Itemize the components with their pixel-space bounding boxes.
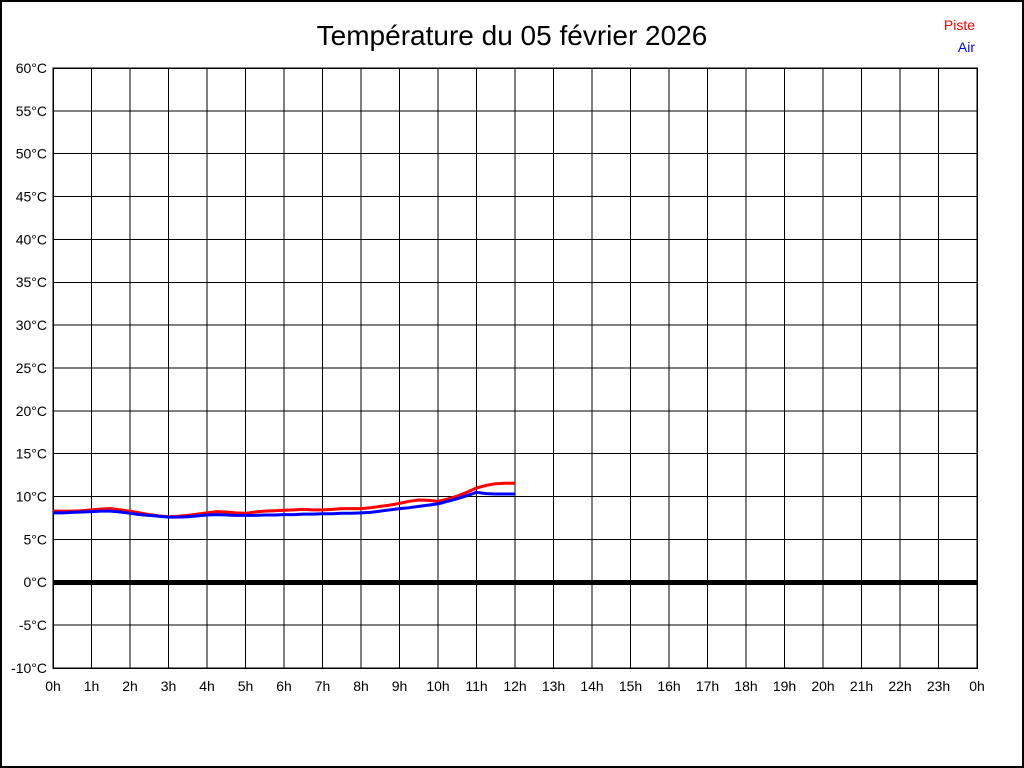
legend-item-piste: Piste: [943, 17, 975, 33]
x-tick-label: 9h: [392, 678, 408, 694]
x-tick-label: 6h: [276, 678, 292, 694]
x-tick-label: 21h: [850, 678, 873, 694]
x-tick-label: 16h: [657, 678, 680, 694]
x-tick-label: 3h: [161, 678, 177, 694]
x-tick-label: 15h: [619, 678, 642, 694]
x-tick-label: 22h: [888, 678, 911, 694]
y-tick-label: 10°C: [16, 488, 47, 504]
x-tick-label: 1h: [84, 678, 100, 694]
plot-frame: [52, 67, 978, 669]
x-tick-label: 2h: [122, 678, 138, 694]
series-line-air: [53, 490, 515, 519]
x-tick-label: 14h: [580, 678, 603, 694]
x-tick-label: 17h: [696, 678, 719, 694]
y-tick-label: 15°C: [16, 446, 47, 462]
x-tick-label: 23h: [927, 678, 950, 694]
x-tick-label: 5h: [238, 678, 254, 694]
y-tick-label: 30°C: [16, 317, 47, 333]
x-tick-label: 4h: [199, 678, 215, 694]
y-tick-label: 45°C: [16, 188, 47, 204]
y-tick-label: 35°C: [16, 274, 47, 290]
x-tick-label: 12h: [503, 678, 526, 694]
chart-legend: Piste Air: [944, 14, 975, 58]
y-tick-label: 5°C: [24, 531, 48, 547]
y-tick-label: -5°C: [19, 617, 47, 633]
x-tick-label: 19h: [773, 678, 796, 694]
y-tick-label: 40°C: [16, 231, 47, 247]
x-tick-label: 0h: [969, 678, 985, 694]
chart-title: Température du 05 février 2026: [316, 20, 708, 51]
y-tick-label: 55°C: [16, 103, 47, 119]
legend-item-air: Air: [957, 39, 975, 55]
x-tick-label: 13h: [542, 678, 565, 694]
y-tick-label: 25°C: [16, 360, 47, 376]
x-tick-label: 8h: [353, 678, 369, 694]
series-line-piste: [53, 481, 515, 519]
y-tick-label: 0°C: [24, 574, 48, 590]
y-tick-label: 60°C: [16, 60, 47, 76]
y-tick-label: -10°C: [11, 660, 47, 676]
x-tick-label: 10h: [426, 678, 449, 694]
y-tick-label: 50°C: [16, 146, 47, 162]
x-tick-label: 20h: [811, 678, 834, 694]
x-tick-label: 7h: [315, 678, 331, 694]
x-tick-label: 18h: [734, 678, 757, 694]
x-tick-label: 11h: [465, 678, 487, 694]
x-tick-label: 0h: [45, 678, 61, 694]
y-tick-label: 20°C: [16, 403, 47, 419]
